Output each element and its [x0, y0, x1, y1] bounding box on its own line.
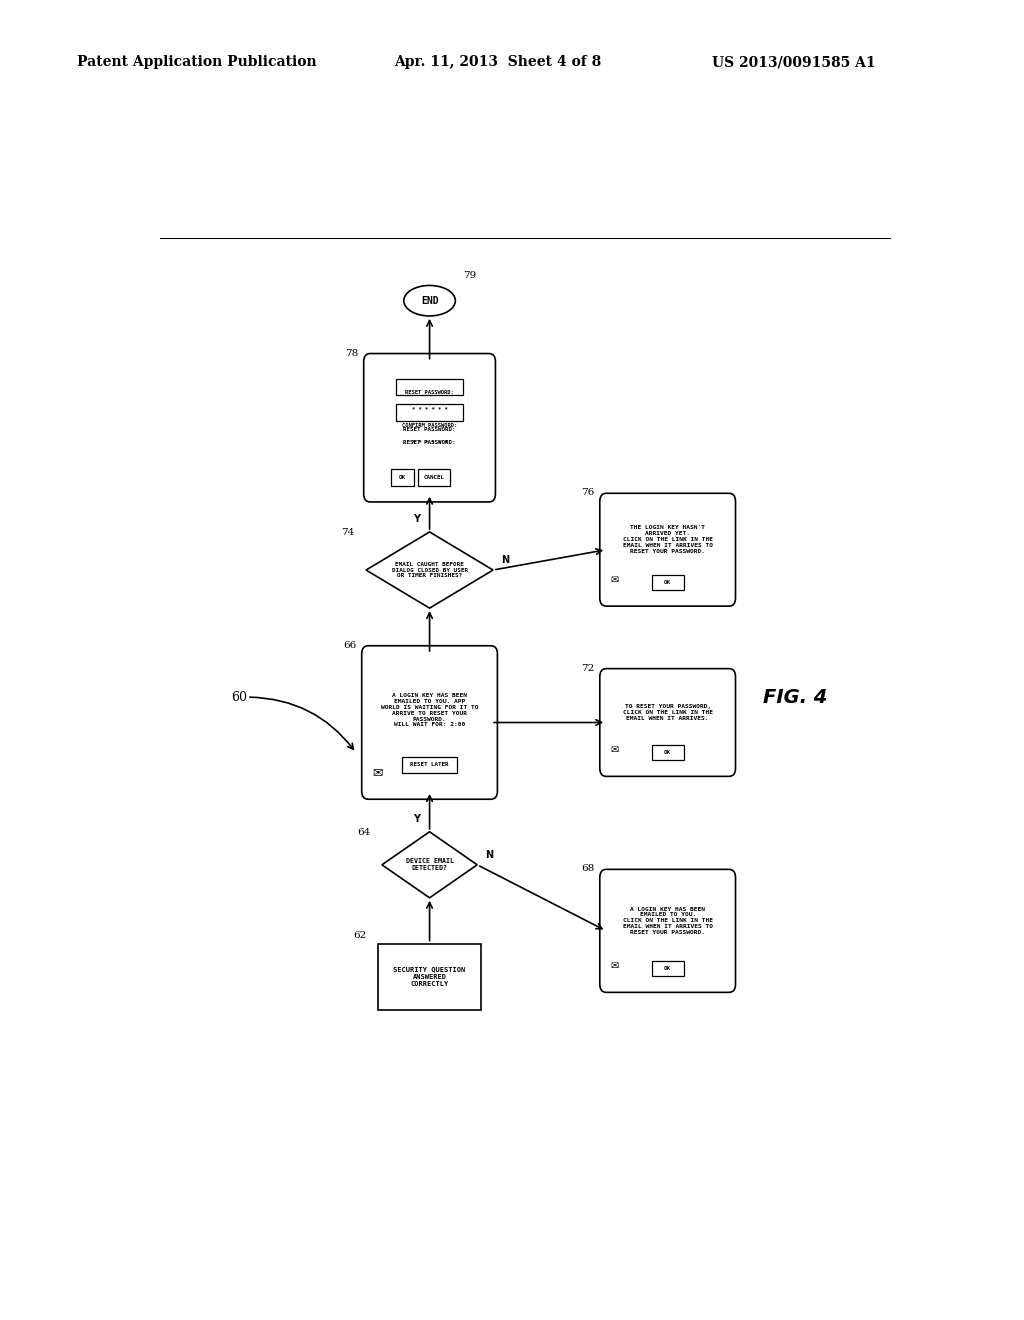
Text: 66: 66: [343, 640, 356, 649]
Text: 74: 74: [341, 528, 354, 537]
FancyBboxPatch shape: [364, 354, 496, 502]
Text: N: N: [501, 554, 509, 565]
Text: RESET LATER: RESET LATER: [411, 762, 449, 767]
Polygon shape: [382, 832, 477, 898]
Text: * * * * * *: * * * * * *: [412, 441, 447, 445]
Text: Apr. 11, 2013  Sheet 4 of 8: Apr. 11, 2013 Sheet 4 of 8: [394, 55, 601, 70]
Bar: [652, 574, 684, 590]
Text: RESET PASSWORD:: RESET PASSWORD:: [406, 389, 454, 395]
Text: ✉: ✉: [610, 961, 618, 972]
Text: SECURITY QUESTION
ANSWERED
CORRECTLY: SECURITY QUESTION ANSWERED CORRECTLY: [393, 966, 466, 986]
Text: ✉: ✉: [610, 574, 618, 585]
Bar: [391, 470, 414, 486]
Text: ✉: ✉: [610, 744, 618, 755]
Text: FIG. 4: FIG. 4: [763, 688, 827, 706]
Text: CONFIRM PASSWORD:: CONFIRM PASSWORD:: [402, 424, 457, 428]
Text: N: N: [485, 850, 494, 859]
Bar: [396, 379, 463, 395]
Bar: [652, 961, 684, 975]
Text: A LOGIN KEY HAS BEEN
EMAILED TO YOU. APP
WORLD IS WAITING FOR IT TO
ARRIVE TO RE: A LOGIN KEY HAS BEEN EMAILED TO YOU. APP…: [381, 693, 478, 727]
FancyBboxPatch shape: [361, 645, 498, 799]
Text: OK: OK: [665, 750, 671, 755]
FancyBboxPatch shape: [600, 669, 735, 776]
Text: Patent Application Publication: Patent Application Publication: [77, 55, 316, 70]
Text: 60: 60: [231, 690, 247, 704]
Text: OK: OK: [665, 579, 671, 585]
Bar: [401, 756, 458, 772]
Text: RESET PASSWORD:: RESET PASSWORD:: [403, 428, 456, 432]
Text: CANCEL: CANCEL: [424, 475, 444, 480]
Text: OK: OK: [399, 475, 407, 480]
Text: 64: 64: [356, 828, 370, 837]
Text: US 2013/0091585 A1: US 2013/0091585 A1: [712, 55, 876, 70]
Text: 79: 79: [463, 272, 476, 280]
Bar: [652, 744, 684, 760]
Ellipse shape: [403, 285, 456, 315]
Text: 62: 62: [353, 931, 367, 940]
Text: RESET PASSWORD:: RESET PASSWORD:: [403, 441, 456, 445]
Text: 72: 72: [581, 664, 594, 673]
Text: OK: OK: [665, 966, 671, 972]
Text: THE LOGIN KEY HASN'T
ARRIVED YET.
CLICK ON THE LINK IN THE
EMAIL WHEN IT ARRIVES: THE LOGIN KEY HASN'T ARRIVED YET. CLICK …: [623, 525, 713, 553]
FancyBboxPatch shape: [600, 494, 735, 606]
Text: 78: 78: [345, 348, 358, 358]
Text: 76: 76: [581, 488, 594, 498]
Text: 68: 68: [581, 865, 594, 874]
Polygon shape: [367, 532, 494, 609]
Bar: [378, 944, 481, 1010]
Text: * * * * * *: * * * * * *: [412, 407, 447, 412]
Text: EMAIL CAUGHT BEFORE
DIALOG CLOSED BY USER
OR TIMER FINISHES?: EMAIL CAUGHT BEFORE DIALOG CLOSED BY USE…: [391, 562, 468, 578]
Text: Y: Y: [413, 813, 420, 824]
Text: DEVICE EMAIL
DETECTED?: DEVICE EMAIL DETECTED?: [406, 858, 454, 871]
Bar: [419, 470, 451, 486]
Text: ✉: ✉: [372, 767, 383, 779]
Text: END: END: [421, 296, 438, 306]
Bar: [396, 404, 463, 421]
Text: Y: Y: [413, 513, 420, 524]
Text: A LOGIN KEY HAS BEEN
EMAILED TO YOU.
CLICK ON THE LINK IN THE
EMAIL WHEN IT ARRI: A LOGIN KEY HAS BEEN EMAILED TO YOU. CLI…: [623, 907, 713, 935]
FancyBboxPatch shape: [600, 870, 735, 993]
Text: TO RESET YOUR PASSWORD,
CLICK ON THE LINK IN THE
EMAIL WHEN IT ARRIVES.: TO RESET YOUR PASSWORD, CLICK ON THE LIN…: [623, 704, 713, 721]
